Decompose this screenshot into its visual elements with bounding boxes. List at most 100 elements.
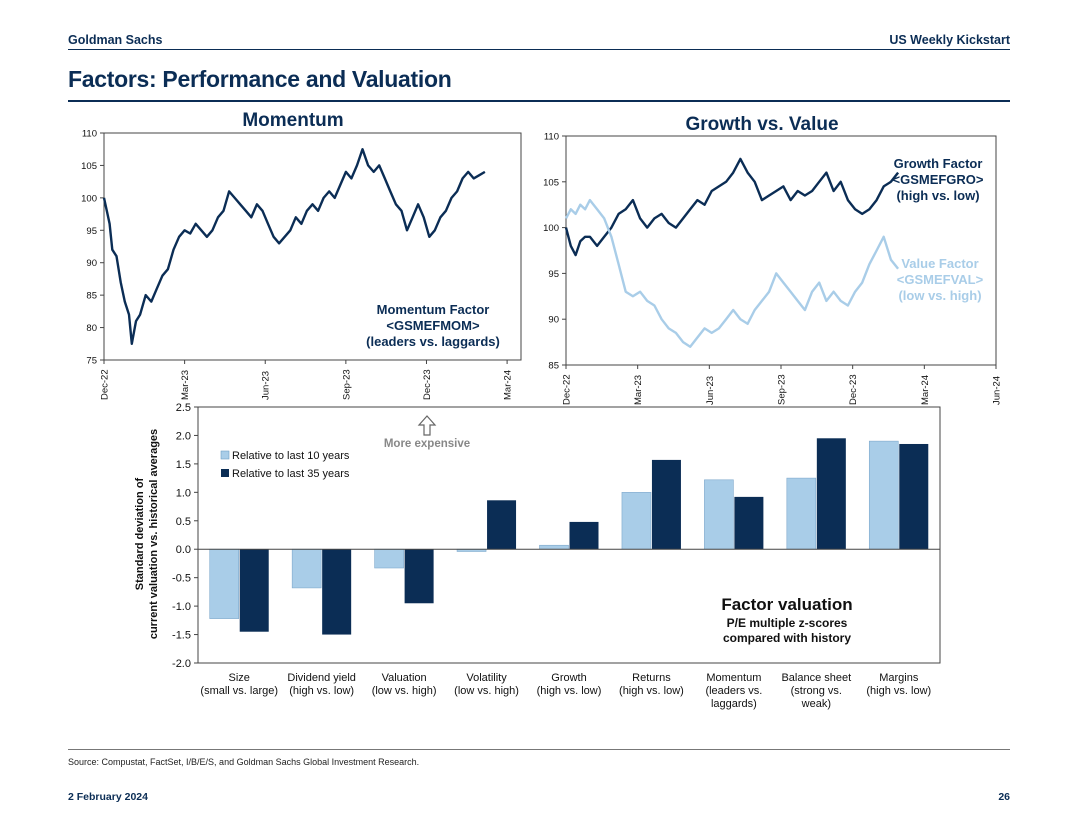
legend: Relative to last 10 years Relative to la… <box>220 450 350 480</box>
category-label: weak) <box>801 698 831 710</box>
category-label: (high vs. low) <box>866 685 931 697</box>
growth-factor-ticker: <GSMEFGRO> <box>892 172 983 187</box>
x-tick-label: Dec-22 <box>562 374 573 405</box>
y-axis-title: Standard deviation of current valuation … <box>134 429 160 639</box>
x-tick-label: Mar-23 <box>180 370 191 400</box>
x-tick-label: Mar-23 <box>633 375 644 405</box>
x-tick-label: Sep-23 <box>777 374 788 405</box>
x-tick-label: Jun-23 <box>705 376 716 405</box>
bar-10y <box>291 548 322 589</box>
valuation-title: Factor valuation <box>721 595 852 614</box>
title-divider <box>68 100 1010 102</box>
category-label: Balance sheet <box>781 672 851 684</box>
legend-label-10y: Relative to last 10 years <box>232 450 350 462</box>
y-tick-label: 90 <box>86 258 97 269</box>
y-tick-label: 0.5 <box>176 516 191 528</box>
category-label: laggards) <box>711 698 757 710</box>
category-label: Volatility <box>466 672 507 684</box>
category-label: (high vs. low) <box>619 685 684 697</box>
value-factor-ticker: <GSMEFVAL> <box>897 272 984 287</box>
legend-swatch-10y <box>220 450 230 460</box>
momentum-factor-ticker: <GSMEFMOM> <box>386 318 480 333</box>
y-axis-title-line2: current valuation vs. historical average… <box>148 429 160 639</box>
bar-10y <box>704 479 734 550</box>
bar-35y <box>651 459 681 550</box>
series-line-0 <box>564 157 900 257</box>
x-tick-label: Jun-24 <box>992 376 1003 405</box>
valuation-subtitle-line2: compared with history <box>723 631 851 645</box>
category-label: Valuation <box>382 672 427 684</box>
y-tick-label: 1.0 <box>176 487 191 499</box>
category-label: Growth <box>551 672 586 684</box>
y-tick-label: 1.5 <box>176 459 191 471</box>
bar-10y <box>209 548 240 619</box>
legend-label-35y: Relative to last 35 years <box>232 468 350 480</box>
category-label: (small vs. large) <box>200 685 278 697</box>
y-tick-label: 85 <box>548 361 559 372</box>
y-tick-label: 2.5 <box>176 402 191 414</box>
bar-10y <box>786 477 817 550</box>
y-tick-label: 95 <box>86 226 97 237</box>
y-tick-label: 90 <box>548 315 559 326</box>
legend-swatch-35y <box>221 469 229 477</box>
category-label: (low vs. high) <box>454 685 519 697</box>
category-label: Momentum <box>706 672 761 684</box>
bar-10y <box>621 492 652 550</box>
series-line-1 <box>564 198 900 348</box>
bar-35y <box>239 549 269 632</box>
more-expensive-annotation: More expensive <box>384 415 470 450</box>
x-tick-label: Dec-22 <box>100 369 111 400</box>
category-label: (leaders vs. <box>705 685 762 697</box>
growth-factor-desc: (high vs. low) <box>896 188 979 203</box>
category-label: (high vs. low) <box>289 685 354 697</box>
bar-35y <box>816 438 846 550</box>
bar-35y <box>322 549 352 635</box>
x-tick-label: Sep-23 <box>341 369 352 400</box>
bar-35y <box>734 496 764 550</box>
bar-35y <box>487 500 517 550</box>
header-brand: Goldman Sachs <box>68 33 163 47</box>
y-tick-label: 0.0 <box>176 544 191 556</box>
category-label: Margins <box>879 672 919 684</box>
page-number: 26 <box>998 791 1010 803</box>
y-tick-label: 80 <box>86 323 97 334</box>
page-title: Factors: Performance and Valuation <box>68 66 452 92</box>
x-tick-label: Jun-23 <box>261 371 272 400</box>
momentum-factor-label: Momentum Factor <box>377 302 490 317</box>
y-tick-label: -0.5 <box>172 573 191 585</box>
y-tick-label: 110 <box>544 132 559 143</box>
bar-10y <box>456 548 487 552</box>
growth-factor-label: Growth Factor <box>894 156 983 171</box>
plot-frame <box>197 406 941 664</box>
y-tick-label: 100 <box>81 193 97 204</box>
category-label: (strong vs. <box>791 685 842 697</box>
y-tick-label: 75 <box>86 356 97 367</box>
y-tick-label: 105 <box>543 177 559 188</box>
x-tick-label: Dec-23 <box>848 374 859 405</box>
plot-frame <box>565 135 997 366</box>
y-tick-label: 95 <box>548 269 559 280</box>
y-tick-label: 85 <box>86 291 97 302</box>
header-divider <box>68 49 1010 50</box>
category-label: (high vs. low) <box>537 685 602 697</box>
series-line-0 <box>102 147 486 345</box>
more-expensive-label: More expensive <box>384 438 470 450</box>
header-publication: US Weekly Kickstart <box>889 33 1010 47</box>
x-tick-label: Dec-23 <box>422 369 433 400</box>
source-note: Source: Compustat, FactSet, I/B/E/S, and… <box>68 757 420 767</box>
bar-35y <box>404 549 434 604</box>
bar-10y <box>868 440 899 550</box>
value-factor-label: Value Factor <box>901 256 978 271</box>
y-axis-title-line1: Standard deviation of <box>134 477 146 590</box>
y-tick-label: 2.0 <box>176 430 191 442</box>
bar-35y <box>569 521 599 550</box>
y-tick-label: 110 <box>82 129 97 140</box>
category-label: Size <box>229 672 250 684</box>
category-label: Returns <box>632 672 671 684</box>
y-tick-label: -1.0 <box>172 601 191 613</box>
bar-10y <box>374 548 404 569</box>
x-tick-label: Mar-24 <box>920 375 931 405</box>
